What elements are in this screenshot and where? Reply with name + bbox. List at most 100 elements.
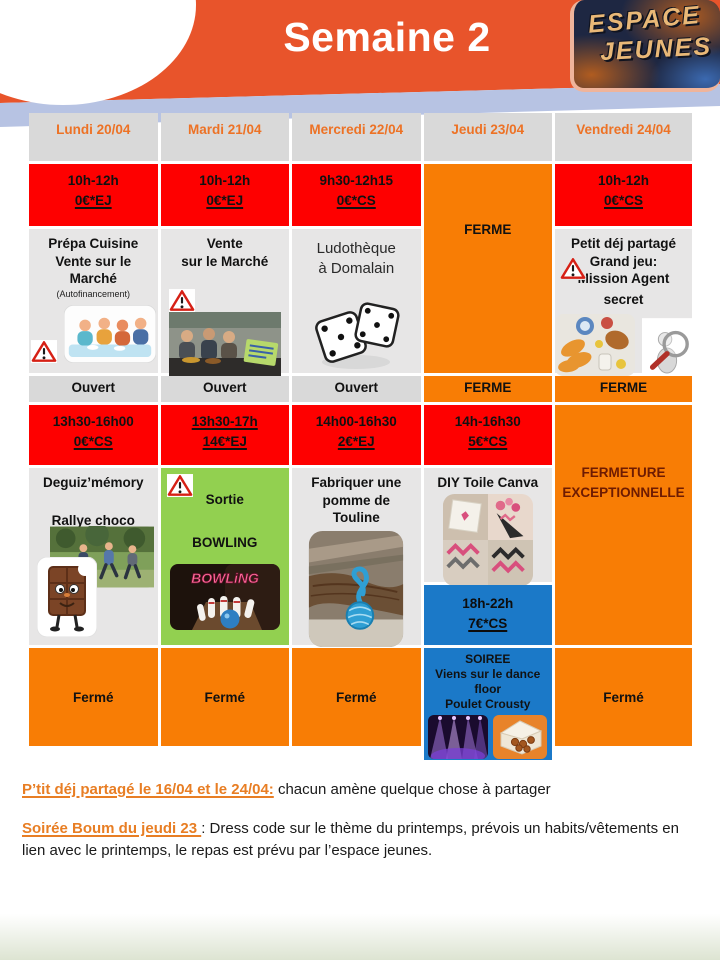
time: 18h-22h (462, 596, 514, 611)
day-header-mercredi: Mercredi 22/04 (292, 113, 421, 161)
activity-line: Marché (69, 271, 117, 287)
cell-mardi-am-activity: Vente sur le Marché (160, 229, 289, 381)
cell-vendredi-am-activity: Petit déj partagé Grand jeu: Mission Age… (555, 229, 692, 377)
espace-jeunes-logo: ESPACE JEUNES (570, 0, 720, 92)
activity-note: (Autofinancement) (56, 288, 131, 299)
market-stall-photo (168, 312, 281, 381)
cell-jeudi-soiree: SOIREE Viens sur le dance floor Poulet C… (423, 648, 552, 760)
price: 7€*CS (468, 616, 508, 632)
activity-line: pomme de (322, 492, 390, 508)
time: 10h-12h (199, 173, 251, 188)
cell-mardi-evening: Fermé (160, 648, 289, 746)
bowling-image: BOWLiNG (169, 564, 280, 630)
activity-line: Vente sur le (55, 253, 132, 269)
cell-jeudi-evening-time: 18h-22h 7€*CS (423, 585, 552, 645)
cell-lundi-am-time: 10h-12h 0€*EJ (29, 164, 158, 226)
closed-label: FERME (464, 222, 512, 237)
breakfast-photo (555, 314, 635, 377)
cell-mardi-pm-time: 13h30-17h 14€*EJ (160, 405, 289, 465)
cell-mercredi-pm-time: 14h00-16h30 2€*EJ (292, 405, 421, 465)
footer-notes: P’tit déj partagé le 16/04 et le 24/04: … (22, 779, 700, 878)
diy-canvas-photos (442, 493, 533, 586)
day-header-vendredi: Vendredi 24/04 (555, 113, 692, 161)
price: 5€*CS (468, 434, 508, 450)
cell-jeudi-pm-time: 14h-16h30 5€*CS (423, 405, 552, 465)
activity-line: secret (603, 291, 644, 307)
activity-line: Deguiz’mémory (42, 475, 144, 490)
time: 10h-12h (597, 173, 650, 188)
price: 2€*EJ (337, 434, 375, 450)
cell-jeudi-pm-activity: DIY Toile Canva (423, 468, 552, 586)
activity-line: Touline (332, 510, 380, 526)
time: 13h30-17h (191, 414, 258, 429)
price: 14€*EJ (202, 434, 247, 450)
page-title: Semaine 2 (283, 14, 491, 60)
note-breakfast: P’tit déj partagé le 16/04 et le 24/04: … (22, 779, 700, 801)
chocolate-character-clipart (37, 557, 97, 637)
dice-image (315, 301, 400, 369)
cooking-workshop-image (63, 305, 156, 364)
chicken-box-photo (493, 715, 548, 759)
time: 9h30-12h15 (319, 173, 394, 188)
soiree-line: Poulet Crousty (445, 697, 531, 711)
note-party-highlight: Soirée Boum du jeudi 23 (22, 819, 202, 837)
day-header-lundi: Lundi 20/04 (29, 113, 158, 161)
note-party: Soirée Boum du jeudi 23 : Dress code sur… (22, 818, 700, 862)
soiree-line: Viens sur le dance floor (435, 667, 541, 696)
touline-knot-photo (309, 530, 404, 647)
price: 0€*CS (73, 434, 113, 450)
day-header-mardi: Mardi 21/04 (160, 113, 289, 161)
activity-line: DIY Toile Canva (437, 475, 539, 490)
cell-lundi-am-activity: Prépa Cuisine Vente sur le Marché (Autof… (29, 229, 158, 373)
badge-line2: JEUNES (599, 31, 713, 66)
cell-mercredi-pm-activity: Fabriquer une pomme de Touline (292, 468, 421, 647)
time: 14h-16h30 (454, 414, 521, 429)
warning-icon (168, 289, 195, 312)
cell-lundi-midday: Ouvert (29, 376, 158, 402)
activity-line: Rallye choco (51, 512, 135, 528)
activity-line: Petit déj partagé (570, 236, 677, 251)
closure-line: EXCEPTIONNELLE (562, 484, 685, 500)
cell-mercredi-am-activity: Ludothèque à Domalain (292, 229, 421, 373)
activity-line: BOWLING (192, 535, 258, 550)
warning-icon (30, 340, 57, 364)
stage-lights-photo (428, 715, 489, 759)
activity-line: Ludothèque (316, 240, 396, 257)
note-party-text: : Dress code sur le thème du printemps, … (22, 819, 679, 859)
bottom-gradient (0, 914, 720, 960)
cell-jeudi-midday: FERME (423, 376, 552, 402)
cell-vendredi-midday: FERME (555, 376, 692, 402)
price: 0€*EJ (206, 193, 244, 209)
price: 0€*CS (603, 193, 644, 209)
activity-line: sur le Marché (181, 253, 269, 269)
cell-vendredi-pm-closure: FERMETURE EXCEPTIONNELLE (555, 405, 692, 645)
logo-dots-icon (0, 0, 120, 15)
time: 14h00-16h30 (315, 414, 397, 429)
time: 13h30-16h00 (52, 414, 134, 429)
note-breakfast-text: chacun amène quelque chose à partager (273, 781, 551, 798)
cell-jeudi-am-closed: FERME (423, 164, 552, 373)
schedule-table: Lundi 20/04 Mardi 21/04 Mercredi 22/04 J… (29, 113, 692, 760)
activity-line: Vente (206, 236, 243, 251)
bowling-image-text: BOWLiNG (191, 570, 259, 586)
activity-line: Mission Agent (577, 271, 670, 287)
cell-mercredi-evening: Fermé (292, 648, 421, 746)
activity-line: à Domalain (318, 260, 395, 278)
price: 0€*EJ (74, 193, 112, 209)
warning-icon (560, 257, 586, 280)
note-breakfast-highlight: P’tit déj partagé le 16/04 et le 24/04: (22, 781, 274, 798)
cell-mardi-am-time: 10h-12h 0€*EJ (160, 164, 289, 226)
detective-clipart (642, 318, 692, 377)
activity-line: Fabriquer une (311, 475, 402, 490)
price: 0€*CS (336, 193, 376, 209)
cell-mardi-pm-activity: Sortie BOWLING (160, 468, 289, 645)
cell-lundi-evening: Fermé (29, 648, 158, 746)
soiree-title: SOIREE (465, 652, 511, 666)
activity-line: Grand jeu: (589, 253, 658, 269)
cell-vendredi-evening: Fermé (555, 648, 692, 746)
activity-line: Prépa Cuisine (48, 236, 139, 251)
cell-vendredi-am-time: 10h-12h 0€*CS (555, 164, 692, 226)
cell-mercredi-midday: Ouvert (292, 376, 421, 402)
day-header-jeudi: Jeudi 23/04 (423, 113, 552, 161)
